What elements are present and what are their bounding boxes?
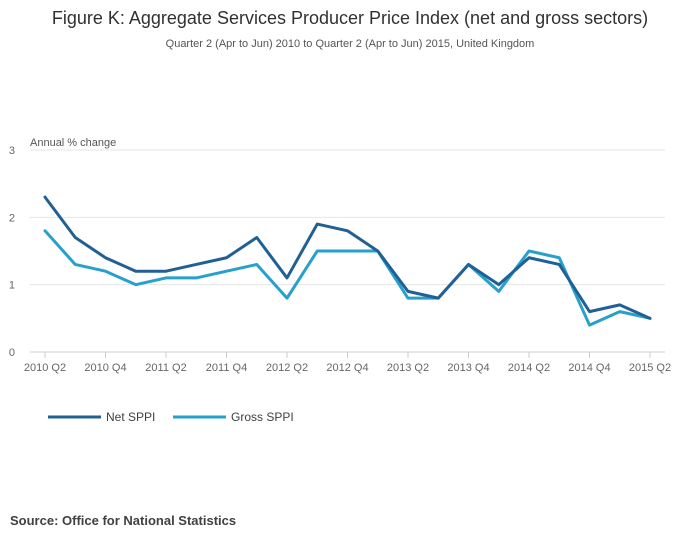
y-axis-label: Annual % change [30, 137, 116, 149]
source-note: Source: Office for National Statistics [10, 513, 237, 528]
y-tick-label: 2 [9, 212, 15, 224]
legend-label-net: Net SPPI [106, 410, 155, 424]
x-tick-label: 2013 Q4 [447, 362, 489, 374]
x-tick-label: 2010 Q2 [24, 362, 66, 374]
x-tick-label: 2012 Q2 [266, 362, 308, 374]
y-tick-label: 1 [9, 280, 15, 292]
x-tick-label: 2014 Q4 [568, 362, 610, 374]
x-tick-label: 2015 Q2 [629, 362, 671, 374]
x-tick-label: 2012 Q4 [326, 362, 368, 374]
x-tick-label: 2010 Q4 [84, 362, 126, 374]
x-tick-label: 2013 Q2 [387, 362, 429, 374]
series-line-gross [43, 229, 652, 327]
chart-subtitle: Quarter 2 (Apr to Jun) 2010 to Quarter 2… [165, 38, 535, 50]
chart-title: Figure K: Aggregate Services Producer Pr… [51, 8, 649, 28]
y-tick-label: 0 [9, 347, 15, 359]
x-tick-label: 2011 Q2 [145, 362, 186, 374]
x-tick-label: 2014 Q2 [508, 362, 550, 374]
legend-label-gross: Gross SPPI [231, 410, 294, 424]
y-tick-label: 3 [9, 145, 15, 157]
x-tick-label: 2011 Q4 [206, 362, 247, 374]
series-line-net [43, 195, 652, 320]
